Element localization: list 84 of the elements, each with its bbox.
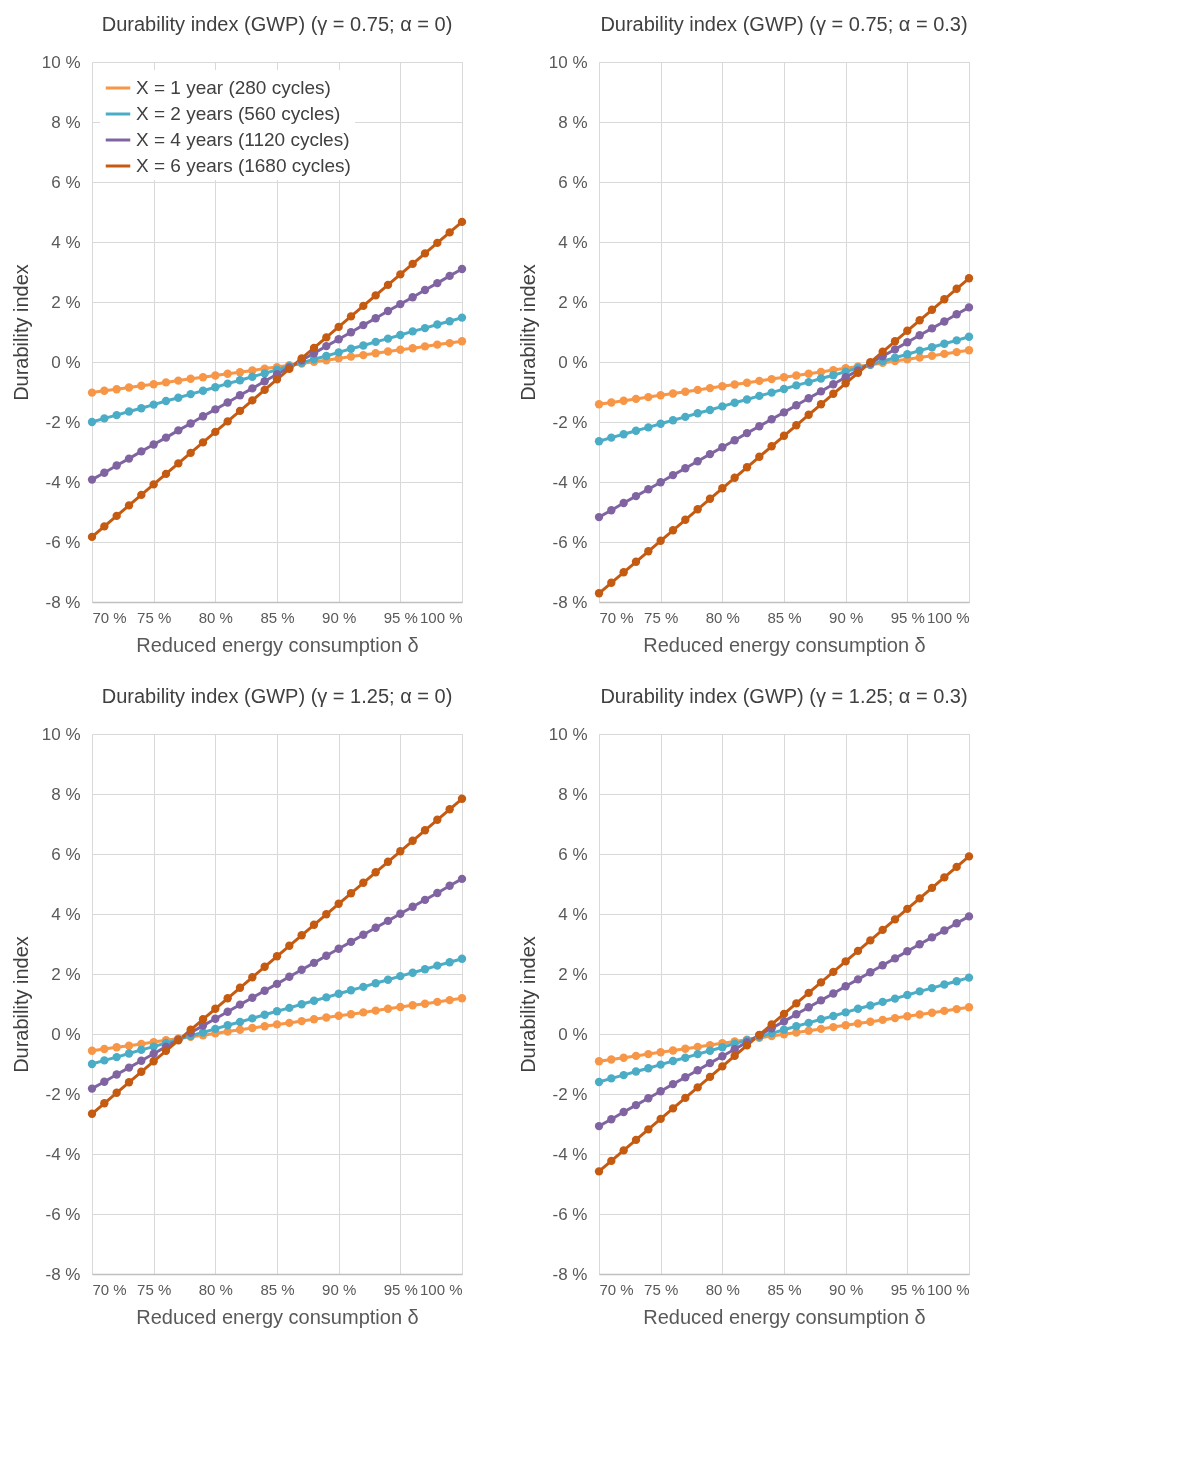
y-tick-label: -6 %: [45, 1204, 81, 1224]
x-tick-label: 85 %: [767, 608, 802, 626]
y-tick-label: 4 %: [51, 232, 81, 252]
y-tick-label: 6 %: [558, 172, 588, 192]
y-axis-title: Durability index: [516, 264, 539, 401]
y-tick-label: -8 %: [45, 592, 81, 612]
y-tick-label: 8 %: [558, 784, 588, 804]
x-tick-label: 95 %: [890, 1280, 925, 1298]
y-tick-label: 8 %: [51, 112, 81, 132]
chart-title: Durability index (GWP) (γ = 1.25; α = 0): [101, 685, 453, 707]
y-tick-label: 2 %: [51, 292, 81, 312]
y-axis-title: Durability index: [9, 264, 32, 401]
y-tick-label: 4 %: [558, 232, 588, 252]
x-axis-title: Reduced energy consumption δ: [643, 1305, 926, 1328]
x-axis-title: Reduced energy consumption δ: [136, 1305, 419, 1328]
y-tick-label: -4 %: [45, 472, 81, 492]
x-tick-label: 80 %: [705, 1280, 740, 1298]
y-tick-label: 10 %: [548, 52, 588, 72]
y-tick-label: 2 %: [558, 964, 588, 984]
x-tick-label: 80 %: [198, 1280, 233, 1298]
y-tick-label: 4 %: [51, 904, 81, 924]
x-tick-label: 85 %: [260, 1280, 295, 1298]
x-tick-label: 95 %: [383, 608, 418, 626]
y-tick-label: 10 %: [41, 52, 81, 72]
x-tick-label: 70 %: [92, 608, 127, 626]
y-tick-label: 2 %: [558, 292, 588, 312]
chart-title: Durability index (GWP) (γ = 1.25; α = 0.3): [600, 685, 968, 707]
x-tick-label: 95 %: [890, 608, 925, 626]
y-axis-title: Durability index: [516, 936, 539, 1073]
y-tick-label: 4 %: [558, 904, 588, 924]
x-tick-label: 75 %: [644, 1280, 679, 1298]
y-tick-label: 2 %: [51, 964, 81, 984]
y-tick-label: 6 %: [51, 172, 81, 192]
x-tick-label: 80 %: [705, 608, 740, 626]
x-tick-label: 90 %: [322, 1280, 357, 1298]
chart-title: Durability index (GWP) (γ = 0.75; α = 0.3): [600, 13, 968, 35]
x-axis-title: Reduced energy consumption δ: [136, 633, 419, 656]
x-tick-label: 100 %: [926, 1280, 970, 1298]
y-tick-label: -2 %: [45, 1084, 81, 1104]
y-tick-label: 8 %: [558, 112, 588, 132]
legend-label: X = 2 years (560 cycles): [136, 103, 341, 124]
x-tick-label: 85 %: [260, 608, 295, 626]
x-tick-label: 90 %: [829, 608, 864, 626]
x-tick-label: 90 %: [322, 608, 357, 626]
y-tick-label: -2 %: [552, 1084, 588, 1104]
x-tick-label: 70 %: [599, 1280, 634, 1298]
x-tick-label: 90 %: [829, 1280, 864, 1298]
x-tick-label: 85 %: [767, 1280, 802, 1298]
y-tick-label: 10 %: [41, 724, 81, 744]
y-tick-label: -4 %: [45, 1144, 81, 1164]
x-tick-label: 75 %: [137, 608, 172, 626]
x-tick-label: 75 %: [137, 1280, 172, 1298]
x-tick-label: 70 %: [92, 1280, 127, 1298]
chart-title: Durability index (GWP) (γ = 0.75; α = 0): [101, 13, 453, 35]
x-tick-label: 95 %: [383, 1280, 418, 1298]
y-tick-label: -8 %: [552, 1264, 588, 1284]
y-tick-label: -6 %: [45, 532, 81, 552]
legend-label: X = 6 years (1680 cycles): [136, 155, 351, 176]
y-tick-label: -2 %: [45, 412, 81, 432]
x-tick-label: 100 %: [419, 1280, 463, 1298]
x-tick-label: 100 %: [926, 608, 970, 626]
x-tick-label: 80 %: [198, 608, 233, 626]
y-axis-title: Durability index: [9, 936, 32, 1073]
y-tick-label: 8 %: [51, 784, 81, 804]
y-tick-label: -2 %: [552, 412, 588, 432]
y-tick-label: -4 %: [552, 472, 588, 492]
x-tick-label: 75 %: [644, 608, 679, 626]
y-tick-label: -6 %: [552, 532, 588, 552]
y-tick-label: -4 %: [552, 1144, 588, 1164]
y-tick-label: 0 %: [558, 352, 588, 372]
y-tick-label: 0 %: [51, 352, 81, 372]
legend-label: X = 4 years (1120 cycles): [136, 129, 350, 150]
y-tick-label: 6 %: [51, 844, 81, 864]
y-tick-label: 0 %: [558, 1024, 588, 1044]
y-tick-label: 6 %: [558, 844, 588, 864]
x-axis-title: Reduced energy consumption δ: [643, 633, 926, 656]
y-tick-label: 0 %: [51, 1024, 81, 1044]
y-tick-label: -8 %: [552, 592, 588, 612]
x-tick-label: 70 %: [599, 608, 634, 626]
legend-label: X = 1 year (280 cycles): [136, 77, 331, 98]
y-tick-label: 10 %: [548, 724, 588, 744]
y-tick-label: -8 %: [45, 1264, 81, 1284]
y-tick-label: -6 %: [552, 1204, 588, 1224]
x-tick-label: 100 %: [419, 608, 463, 626]
